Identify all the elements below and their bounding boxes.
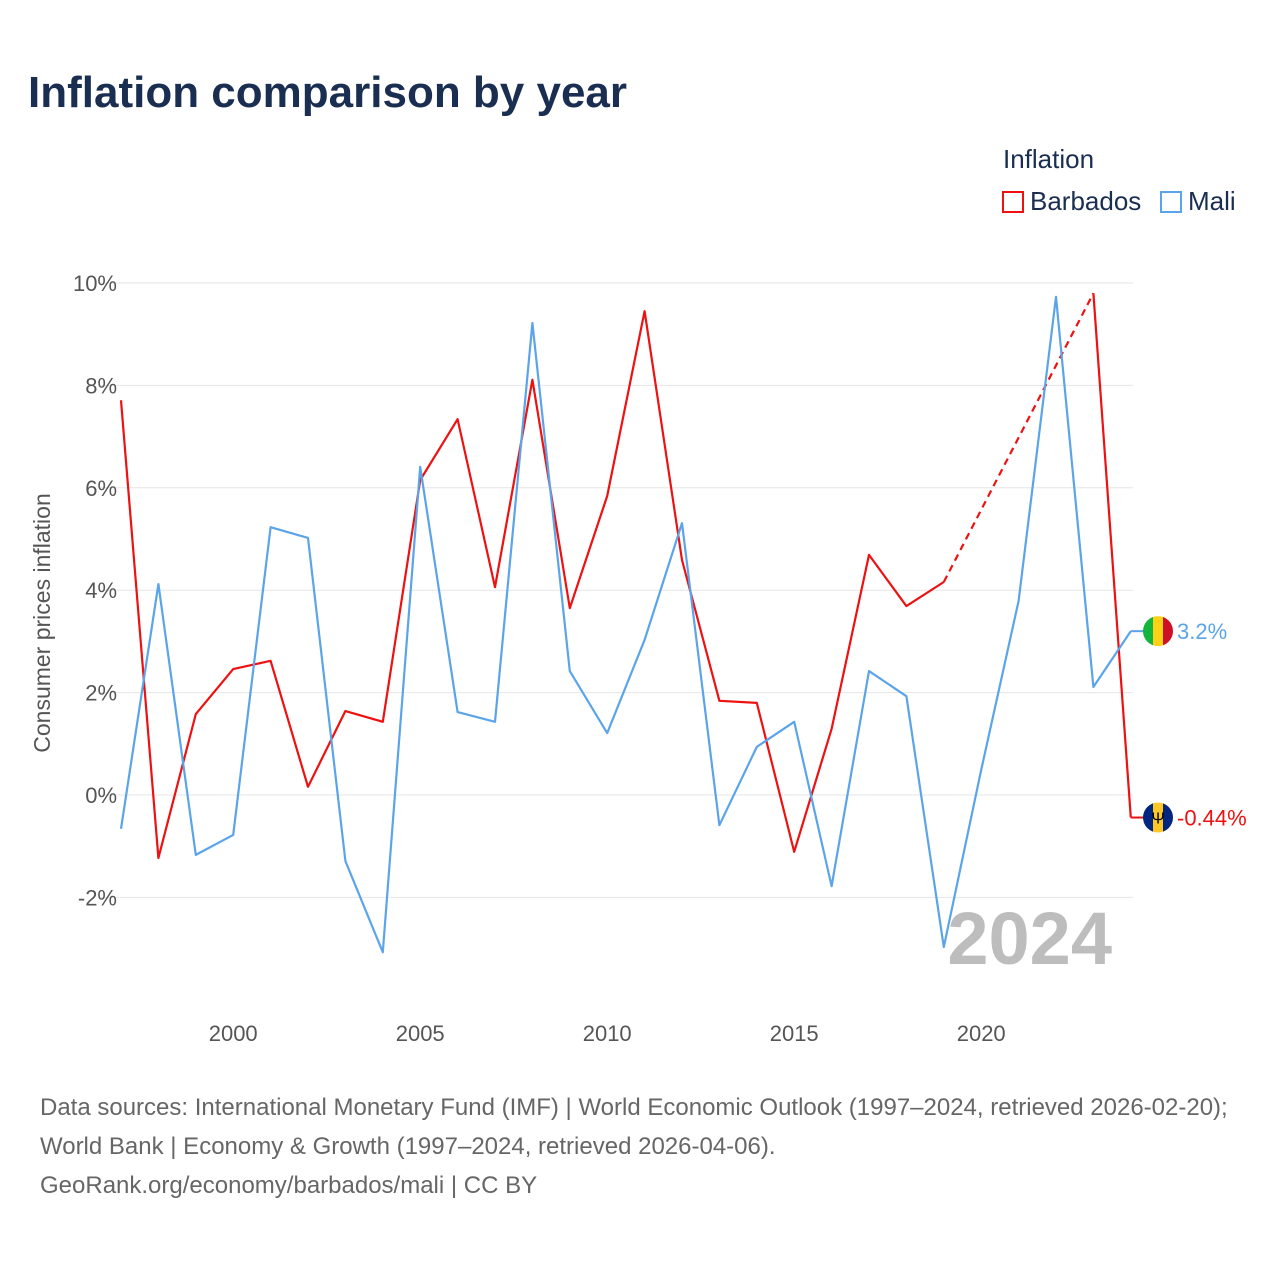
legend-label: Barbados <box>1030 186 1142 216</box>
series-line-mali <box>119 295 1132 954</box>
legend-item-mali[interactable]: Mali <box>1160 186 1236 217</box>
y-tick-label: 8% <box>85 373 117 398</box>
svg-text:Ψ: Ψ <box>1151 811 1164 828</box>
x-tick-label: 2015 <box>770 1021 819 1046</box>
data-source-note: Data sources: International Monetary Fun… <box>40 1088 1250 1205</box>
series-gap-barbados <box>942 292 1095 583</box>
y-tick-label: 10% <box>73 271 117 296</box>
y-tick-label: -2% <box>78 885 117 910</box>
line-chart: -2% 0% 2% 4% 6% 8% 10% 2000 2005 2010 2015 2020 Cons… <box>29 271 1247 1046</box>
y-axis-label: Consumer prices inflation <box>29 493 55 753</box>
chart-title: Inflation comparison by year <box>28 68 628 117</box>
legend-title: Inflation <box>1003 144 1095 174</box>
x-tick-label: 2020 <box>957 1021 1006 1046</box>
legend-swatch <box>1160 190 1182 213</box>
end-value-label-barbados: -0.44% <box>1177 806 1247 831</box>
x-tick-label: 2010 <box>583 1021 632 1046</box>
barbados-flag-icon: Ψ <box>1143 802 1173 833</box>
mali-flag-icon <box>1143 616 1173 647</box>
legend-item-barbados[interactable]: Barbados <box>1002 186 1141 217</box>
x-tick-label: 2000 <box>209 1021 258 1046</box>
series-line-barbados <box>119 310 945 860</box>
y-tick-label: 0% <box>85 783 117 808</box>
legend-swatch <box>1002 190 1024 213</box>
y-tick-label: 4% <box>85 578 117 603</box>
series-line-barbados <box>1092 293 1132 818</box>
year-watermark: 2024 <box>947 897 1112 980</box>
x-tick-label: 2005 <box>396 1021 445 1046</box>
y-tick-label: 6% <box>85 476 117 501</box>
source-link[interactable]: GeoRank.org/economy/barbados/mali | CC B… <box>40 1172 538 1199</box>
source-text: Data sources: International Monetary Fun… <box>40 1094 1228 1160</box>
end-value-label-mali: 3.2% <box>1177 619 1227 644</box>
legend-label: Mali <box>1188 186 1236 216</box>
y-tick-label: 2% <box>85 681 117 706</box>
